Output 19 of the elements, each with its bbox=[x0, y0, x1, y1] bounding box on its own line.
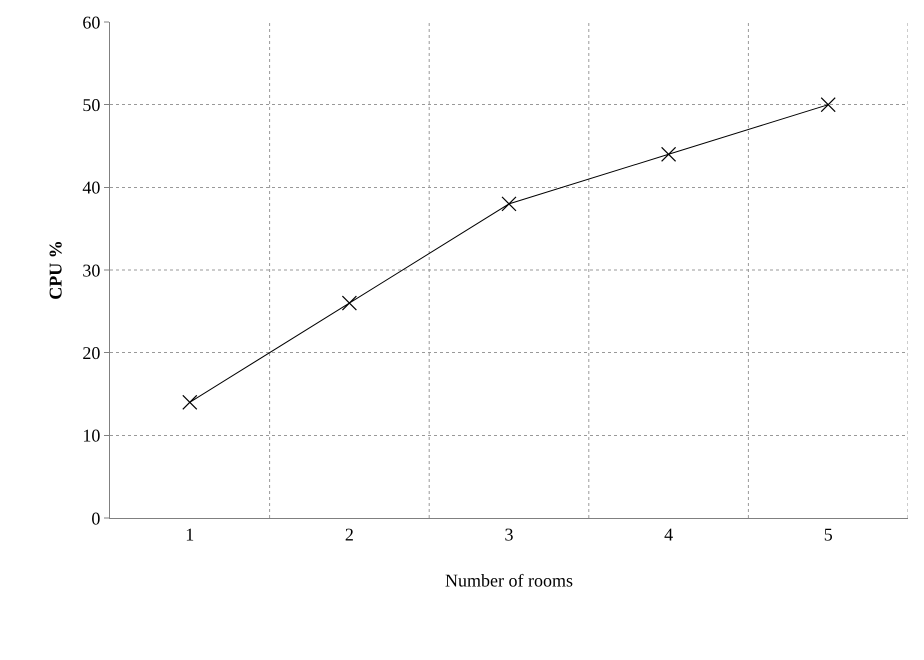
y-tick-label: 30 bbox=[82, 260, 100, 280]
x-tick-label: 4 bbox=[664, 524, 674, 545]
y-tick-label: 10 bbox=[82, 426, 100, 446]
y-tick-label: 50 bbox=[82, 94, 100, 115]
x-axis-title: Number of rooms bbox=[445, 570, 573, 591]
x-tick-label: 5 bbox=[824, 524, 833, 545]
y-tick-label: 20 bbox=[82, 342, 100, 363]
y-tick-label: 60 bbox=[82, 12, 100, 32]
point bbox=[820, 97, 836, 112]
y-tick-label: 0 bbox=[91, 508, 100, 528]
point bbox=[661, 146, 676, 162]
y-tick-label: 40 bbox=[82, 178, 100, 198]
x-tick-label: 3 bbox=[504, 524, 514, 545]
point bbox=[182, 394, 198, 410]
point bbox=[342, 295, 357, 311]
x-tick-label: 2 bbox=[344, 524, 354, 545]
y-axis-title: CPU % bbox=[46, 240, 66, 300]
x-tick-label: 1 bbox=[185, 524, 194, 545]
point bbox=[501, 196, 517, 212]
